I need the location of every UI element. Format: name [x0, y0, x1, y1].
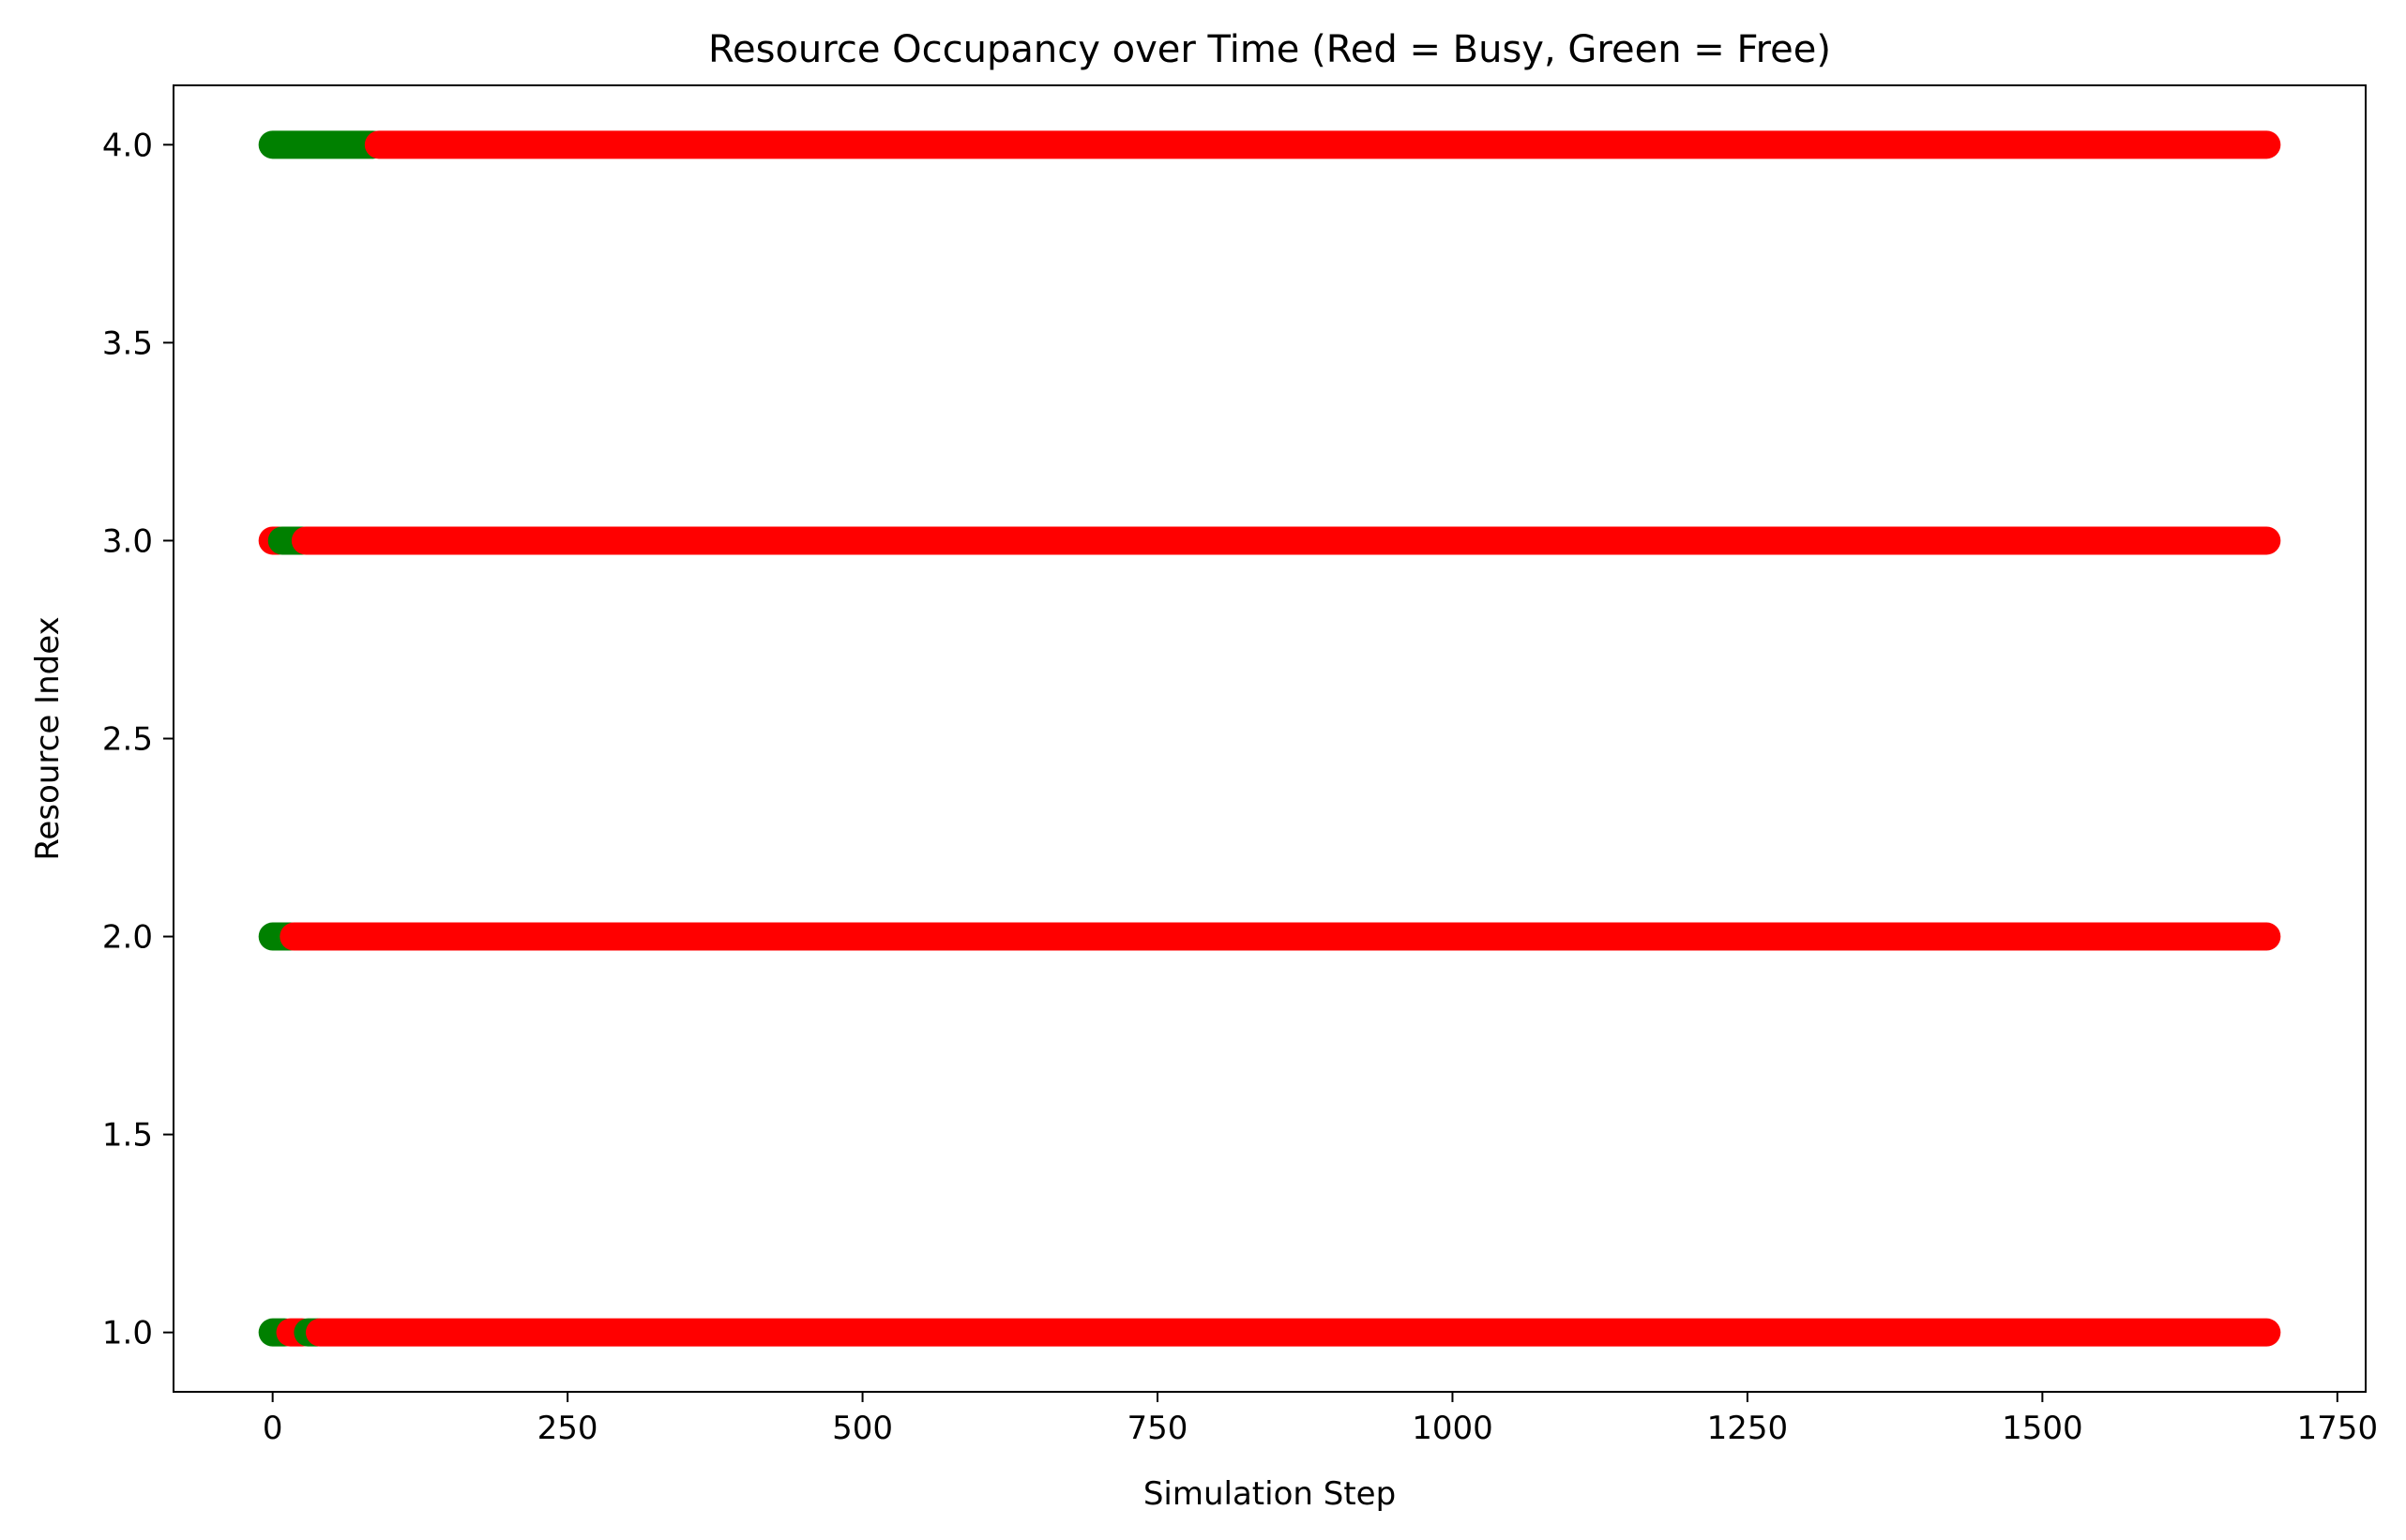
y-tick-label: 2.5 [102, 721, 153, 759]
x-tick-label: 1250 [1707, 1410, 1789, 1447]
y-tick-label: 3.0 [102, 522, 153, 560]
y-tick-label: 2.0 [102, 919, 153, 957]
y-axis-label: Resource Index [29, 616, 67, 860]
chart-title: Resource Occupancy over Time (Red = Busy… [708, 28, 1831, 71]
x-tick-label: 1750 [2297, 1410, 2379, 1447]
x-axis: 0 250 500 750 1000 1250 1500 1750 [263, 1392, 2378, 1447]
x-tick-label: 750 [1127, 1410, 1188, 1447]
y-tick-label: 3.5 [102, 325, 153, 362]
data-marks [258, 130, 2281, 1347]
x-tick-label: 250 [537, 1410, 598, 1447]
y-axis: 1.0 1.5 2.0 2.5 3.0 3.5 4.0 [102, 127, 174, 1352]
x-tick-label: 0 [263, 1410, 283, 1447]
x-tick-label: 1500 [2002, 1410, 2083, 1447]
x-tick-label: 1000 [1412, 1410, 1493, 1447]
y-tick-label: 4.0 [102, 127, 153, 164]
x-tick-label: 500 [832, 1410, 893, 1447]
y-tick-label: 1.0 [102, 1315, 153, 1352]
x-axis-label: Simulation Step [1143, 1475, 1396, 1513]
y-tick-label: 1.5 [102, 1117, 153, 1155]
